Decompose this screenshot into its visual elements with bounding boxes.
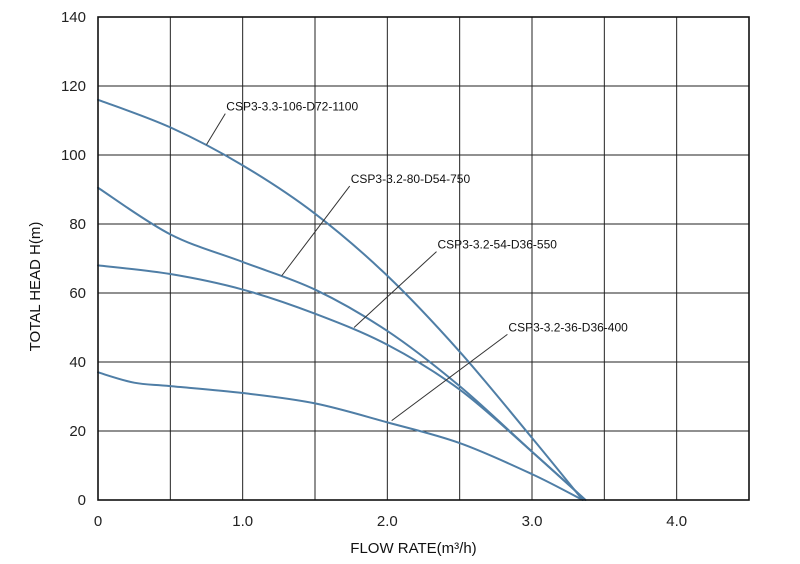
series-label-1: CSP3-3.3-106-D72-1100: [226, 100, 358, 114]
x-tick-label: 1.0: [232, 513, 253, 530]
label-leader-line: [391, 333, 508, 422]
grid: [98, 17, 749, 500]
y-tick-label: 140: [61, 9, 86, 26]
curve-labels: CSP3-3.3-106-D72-1100 CSP3-3.2-80-D54-750…: [206, 100, 628, 422]
y-tick-label: 40: [69, 354, 86, 371]
label-leader-line: [353, 251, 437, 328]
series-line-3: [97, 264, 587, 501]
x-tick-label: 3.0: [522, 513, 543, 530]
x-tick-label: 4.0: [666, 513, 687, 530]
y-tick-label: 80: [69, 216, 86, 233]
curves: [97, 98, 587, 501]
label-leader-line: [281, 185, 351, 277]
y-tick-label: 100: [61, 147, 86, 164]
series-label-3: CSP3-3.2-54-D36-550: [438, 238, 558, 252]
series-label-4: CSP3-3.2-36-D36-400: [508, 320, 628, 334]
plot-frame: [97, 16, 750, 501]
x-tick-label: 0: [94, 513, 102, 530]
x-axis-title: FLOW RATE(m³/h): [350, 540, 476, 557]
series-line-1: [97, 98, 584, 501]
y-axis-title: TOTAL HEAD H(m): [27, 222, 44, 352]
series-label-2: CSP3-3.2-80-D54-750: [351, 172, 471, 186]
tick-labels: 0 1.0 2.0 3.0 4.0 0 20 40 60 80 100 120 140: [61, 9, 687, 530]
label-leader-line: [206, 113, 226, 145]
y-tick-label: 120: [61, 78, 86, 95]
y-tick-label: 60: [69, 285, 86, 302]
series-line-4: [97, 371, 584, 501]
x-tick-label: 2.0: [377, 513, 398, 530]
y-tick-label: 20: [69, 423, 86, 440]
y-tick-label: 0: [78, 492, 86, 509]
